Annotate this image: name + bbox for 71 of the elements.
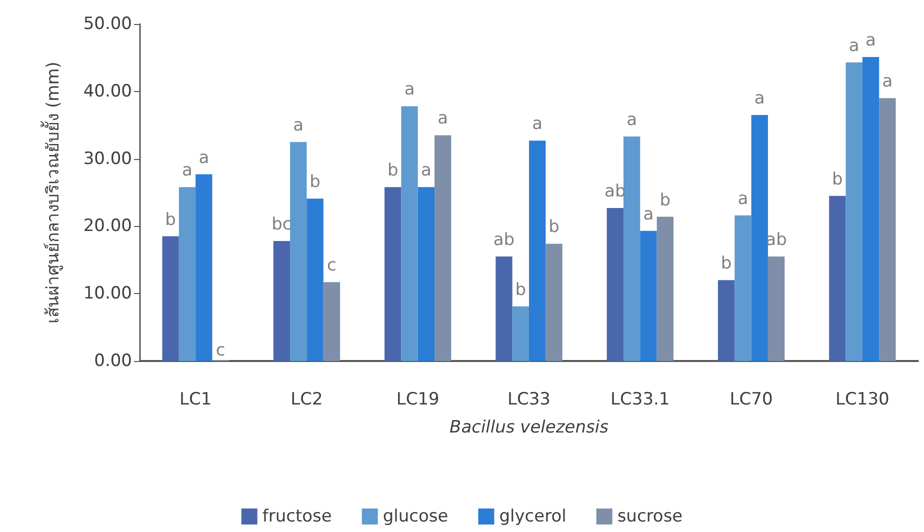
- data-label: b: [548, 217, 560, 238]
- y-axis-title: เส้นผ่าศูนย์กลางบริเวณยับยั้ง (mm): [40, 62, 64, 324]
- y-tick-label: 0.00: [94, 351, 132, 371]
- x-tick-label: LC19: [396, 390, 440, 410]
- legend-label: fructose: [262, 506, 332, 526]
- data-label: b: [165, 210, 176, 230]
- legend-label: glucose: [382, 506, 448, 526]
- legend-label: glycerol: [499, 506, 566, 526]
- bar: [418, 187, 435, 361]
- data-label: a: [438, 108, 448, 129]
- bar: [384, 187, 402, 361]
- bar: [306, 198, 324, 361]
- bar: [829, 196, 846, 361]
- data-label: b: [310, 172, 320, 192]
- legend-label: sucrose: [617, 506, 683, 526]
- bar: [434, 135, 452, 361]
- data-label: ab: [493, 230, 515, 250]
- bar: [323, 282, 340, 361]
- data-label: b: [387, 160, 398, 181]
- x-tick-label: LC33: [508, 390, 550, 410]
- bar: [718, 280, 735, 361]
- bar: [178, 187, 196, 361]
- bar: [496, 256, 512, 361]
- bar: [546, 244, 562, 361]
- y-tick-label: 50.00: [83, 14, 132, 34]
- data-label: a: [754, 88, 765, 108]
- y-tick-label: 40.00: [83, 81, 132, 102]
- data-label: a: [643, 204, 654, 224]
- data-label: a: [182, 160, 192, 181]
- bar: [751, 114, 768, 361]
- bar: [623, 136, 640, 361]
- data-label: b: [515, 280, 526, 300]
- bar: [162, 236, 179, 361]
- bar: [512, 306, 529, 361]
- data-label: a: [532, 114, 543, 134]
- bar: [879, 98, 896, 361]
- bar: [768, 256, 785, 361]
- data-label: a: [198, 148, 210, 168]
- y-tick-label: 30.00: [83, 148, 132, 169]
- bar: [640, 230, 657, 361]
- bar: [734, 215, 752, 361]
- y-tick-label: 20.00: [83, 216, 132, 236]
- data-label: a: [848, 36, 860, 56]
- data-label: a: [293, 115, 304, 136]
- bar: [401, 106, 418, 361]
- bar: [656, 216, 674, 361]
- x-tick-label: LC130: [836, 390, 890, 410]
- bar: [196, 174, 212, 361]
- data-label: a: [626, 110, 638, 130]
- data-label: a: [420, 160, 432, 181]
- x-tick-label: LC1: [179, 390, 212, 410]
- x-tick-label: LC70: [730, 390, 773, 410]
- data-label: c: [327, 256, 336, 276]
- x-axis-title: Bacillus velezensis: [450, 418, 609, 438]
- data-label: a: [404, 80, 415, 100]
- data-label: b: [832, 169, 843, 190]
- data-label: b: [720, 254, 732, 274]
- bar: [290, 142, 307, 361]
- data-label: c: [216, 340, 226, 360]
- data-label: b: [660, 190, 671, 210]
- bar: [846, 62, 862, 361]
- data-label: a: [866, 30, 876, 51]
- y-tick-label: 10.00: [83, 284, 132, 304]
- bar: [273, 241, 290, 361]
- bar: [606, 208, 624, 361]
- bar: [529, 140, 546, 361]
- bar: [862, 57, 880, 361]
- x-tick-label: LC33.1: [610, 390, 670, 410]
- x-tick-label: LC2: [290, 390, 323, 410]
- data-label: a: [882, 72, 893, 92]
- data-label: a: [738, 188, 748, 209]
